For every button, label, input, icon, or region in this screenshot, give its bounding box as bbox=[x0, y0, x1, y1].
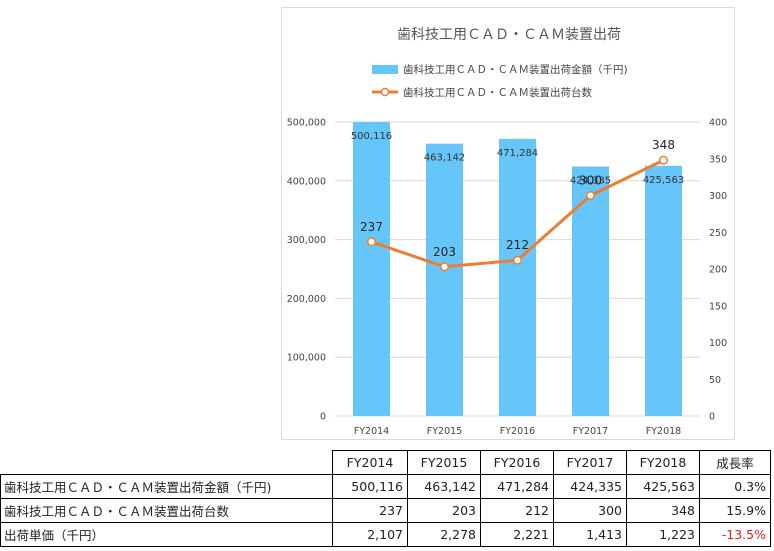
table-cell: 348 bbox=[626, 498, 700, 523]
table-cell: 425,563 bbox=[626, 474, 700, 499]
category-tick-label: FY2015 bbox=[427, 426, 462, 437]
bar-data-label: 463,142 bbox=[424, 153, 465, 164]
category-tick-label: FY2018 bbox=[646, 426, 681, 437]
table-cell: 2,278 bbox=[407, 522, 481, 547]
left-axis-tick-label: 400,000 bbox=[287, 176, 326, 187]
line-point bbox=[512, 255, 523, 265]
table-cell: 1,413 bbox=[553, 522, 627, 547]
line-point bbox=[439, 262, 450, 272]
table-cell: 471,284 bbox=[480, 474, 554, 499]
right-axis-tick-label: 250 bbox=[709, 228, 727, 239]
bar bbox=[426, 143, 463, 417]
table-cell: 463,142 bbox=[407, 474, 481, 499]
bar bbox=[499, 138, 536, 416]
category-axis: FY2014 FY2015 FY2016 FY2017 FY2018 bbox=[354, 426, 681, 437]
table-header-cell: 成長率 bbox=[699, 450, 771, 475]
legend-label-bar: 歯科技工用ＣＡＤ・ＣＡＭ装置出荷金額（千円) bbox=[403, 63, 628, 76]
line-point bbox=[366, 237, 377, 247]
table-cell: 500,116 bbox=[332, 474, 408, 499]
left-axis-tick-label: 300,000 bbox=[287, 235, 326, 246]
left-axis-tick-label: 500,000 bbox=[287, 118, 326, 129]
bar bbox=[645, 165, 682, 416]
bar-data-label: 500,116 bbox=[351, 131, 392, 142]
table-header-cell: FY2017 bbox=[553, 450, 627, 475]
bar bbox=[353, 121, 390, 416]
line-point bbox=[658, 155, 669, 165]
table-row: 出荷単価（千円） 2,107 2,278 2,221 1,413 1,223 -… bbox=[0, 522, 771, 547]
right-axis-tick-label: 400 bbox=[709, 118, 727, 129]
combo-chart: 歯科技工用ＣＡＤ・ＣＡＭ装置出荷 歯科技工用ＣＡＤ・ＣＡＭ装置出荷金額（千円) … bbox=[287, 27, 727, 437]
growth-rate-cell: 15.9% bbox=[699, 498, 771, 523]
growth-rate-cell: 0.3% bbox=[699, 474, 771, 499]
category-tick-label: FY2016 bbox=[500, 426, 535, 437]
right-axis-tick-label: 200 bbox=[709, 265, 727, 276]
table-cell: 2,221 bbox=[480, 522, 554, 547]
table-header-row: FY2014 FY2015 FY2016 FY2017 FY2018 成長率 bbox=[0, 450, 771, 475]
table-cell: 203 bbox=[407, 498, 481, 523]
table-header-cell: FY2015 bbox=[407, 450, 481, 475]
category-tick-label: FY2017 bbox=[573, 426, 608, 437]
bar bbox=[572, 166, 609, 416]
line-point bbox=[585, 190, 596, 201]
row-label: 出荷単価（千円） bbox=[0, 522, 333, 547]
legend: 歯科技工用ＣＡＤ・ＣＡＭ装置出荷金額（千円) 歯科技工用ＣＡＤ・ＣＡＭ装置出荷台… bbox=[372, 63, 628, 99]
left-axis-tick-label: 0 bbox=[320, 412, 326, 423]
bar-series: 500,116 463,142 471,284 424,335 425,563 bbox=[351, 121, 684, 417]
table-cell: 212 bbox=[480, 498, 554, 523]
table-cell: 237 bbox=[332, 498, 408, 523]
table-cell: 1,223 bbox=[626, 522, 700, 547]
data-table: FY2014 FY2015 FY2016 FY2017 FY2018 成長率 歯… bbox=[0, 450, 771, 547]
table-header-cell: FY2014 bbox=[332, 450, 408, 475]
right-axis-tick-label: 300 bbox=[709, 191, 727, 202]
legend-swatch-bar bbox=[372, 65, 398, 74]
table-header-cell: FY2018 bbox=[626, 450, 700, 475]
row-label: 歯科技工用ＣＡＤ・ＣＡＭ装置出荷金額（千円) bbox=[0, 474, 333, 499]
right-axis-tick-label: 150 bbox=[709, 301, 727, 312]
right-axis-tick-label: 350 bbox=[709, 154, 727, 165]
table-row: 歯科技工用ＣＡＤ・ＣＡＭ装置出荷金額（千円) 500,116 463,142 4… bbox=[0, 474, 771, 499]
left-axis-tick-label: 200,000 bbox=[287, 294, 326, 305]
row-label: 歯科技工用ＣＡＤ・ＣＡＭ装置出荷台数 bbox=[0, 498, 333, 523]
table-cell: 424,335 bbox=[553, 474, 627, 499]
table-row: 歯科技工用ＣＡＤ・ＣＡＭ装置出荷台数 237 203 212 300 348 1… bbox=[0, 498, 771, 523]
right-axis-tick-label: 100 bbox=[709, 338, 727, 349]
bar-data-label: 425,563 bbox=[643, 175, 684, 186]
line-data-label: 348 bbox=[652, 138, 675, 152]
left-axis-tick-label: 100,000 bbox=[287, 353, 326, 364]
left-axis: 0 100,000 200,000 300,000 400,000 500,000 bbox=[287, 118, 326, 423]
category-tick-label: FY2014 bbox=[354, 426, 389, 437]
line-series: 237 203 212 300 348 bbox=[360, 138, 675, 272]
line-data-label: 203 bbox=[433, 245, 456, 259]
table-cell: 300 bbox=[553, 498, 627, 523]
line-data-label: 212 bbox=[506, 238, 529, 252]
growth-rate-cell: -13.5% bbox=[699, 522, 771, 547]
right-axis: 0 50 100 150 200 250 300 350 400 bbox=[709, 118, 727, 423]
bar-data-label: 424,335 bbox=[570, 175, 611, 186]
legend-label-line: 歯科技工用ＣＡＤ・ＣＡＭ装置出荷台数 bbox=[403, 86, 592, 99]
line-data-label: 300 bbox=[579, 174, 602, 188]
bar-data-label: 471,284 bbox=[497, 148, 538, 159]
table-corner bbox=[0, 450, 333, 475]
line-data-label: 237 bbox=[360, 220, 383, 234]
legend-swatch-marker bbox=[380, 87, 390, 97]
table-cell: 2,107 bbox=[332, 522, 408, 547]
table-header-cell: FY2016 bbox=[480, 450, 554, 475]
right-axis-tick-label: 0 bbox=[709, 412, 715, 423]
chart-title: 歯科技工用ＣＡＤ・ＣＡＭ装置出荷 bbox=[397, 27, 621, 43]
chart-area: 歯科技工用ＣＡＤ・ＣＡＭ装置出荷 歯科技工用ＣＡＤ・ＣＡＭ装置出荷金額（千円) … bbox=[281, 7, 735, 440]
right-axis-tick-label: 50 bbox=[709, 375, 721, 386]
